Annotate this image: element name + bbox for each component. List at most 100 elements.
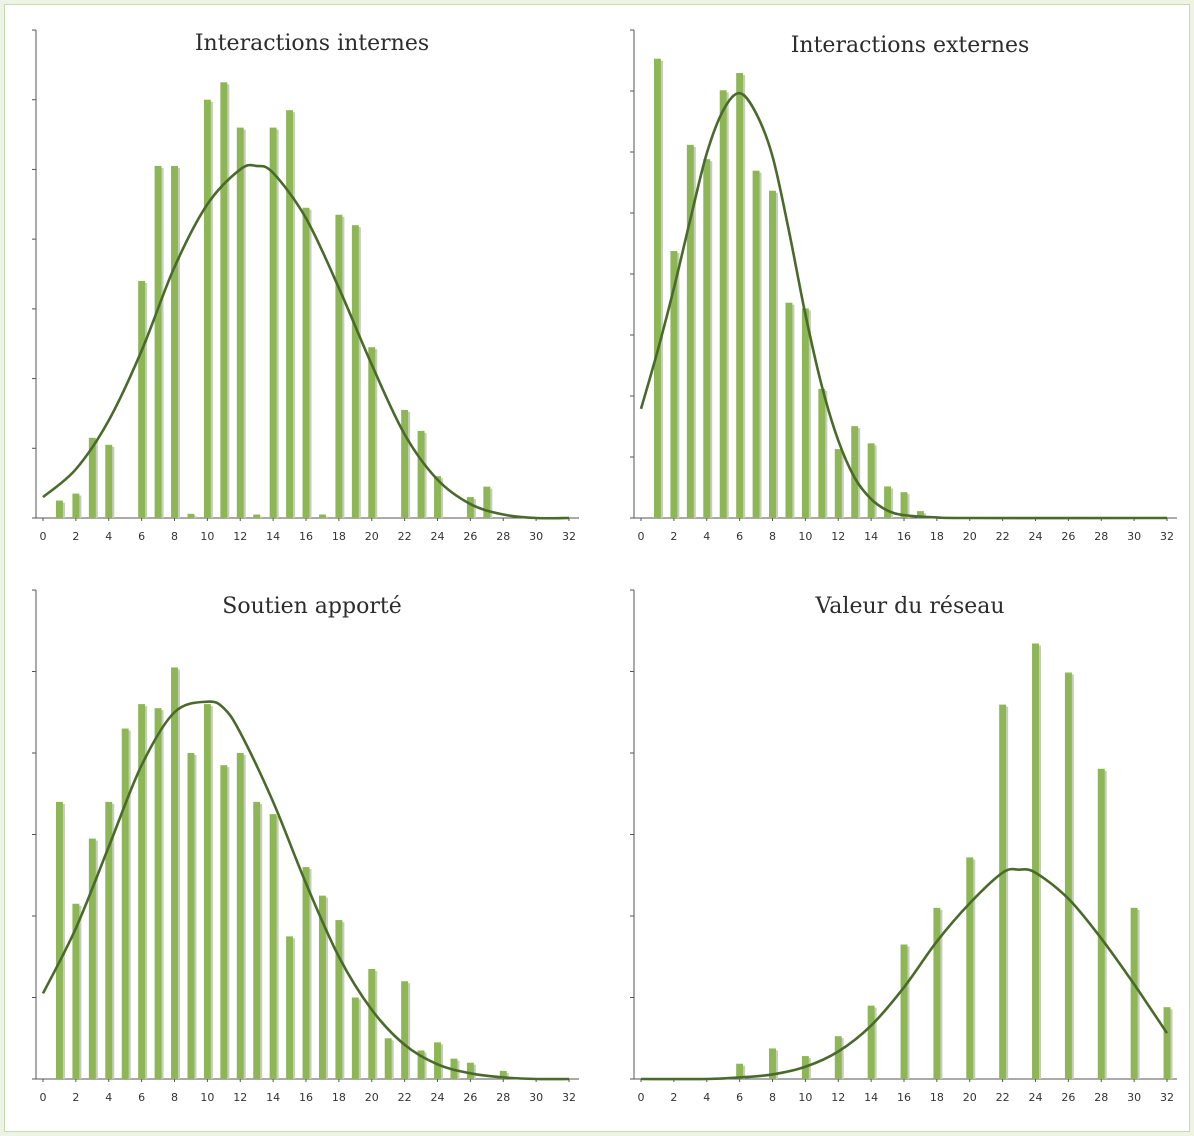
x-tick-label: 10 xyxy=(798,530,812,543)
x-tick-label: 16 xyxy=(299,530,313,543)
x-tick-label: 28 xyxy=(1094,530,1108,543)
bar xyxy=(236,753,244,1079)
x-tick-label: 20 xyxy=(365,530,379,543)
x-tick-label: 14 xyxy=(864,1091,878,1104)
bar xyxy=(269,127,277,518)
x-tick-label: 30 xyxy=(1127,530,1141,543)
x-tick-label: 32 xyxy=(562,530,576,543)
bar xyxy=(867,1005,875,1079)
bar xyxy=(401,409,409,518)
x-tick-label: 22 xyxy=(996,1091,1010,1104)
x-tick-label: 14 xyxy=(864,530,878,543)
chart-1: 0 2 4 6 8 10 12 14 16 18 20 22 24 26 28 30 32Interaction… xyxy=(32,29,579,543)
x-tick-label: 8 xyxy=(171,1091,178,1104)
x-tick-label: 10 xyxy=(200,530,214,543)
x-tick-label: 18 xyxy=(332,530,346,543)
x-tick-label: 12 xyxy=(831,530,845,543)
x-tick-label: 22 xyxy=(398,530,412,543)
bar xyxy=(335,920,343,1079)
x-tick-label: 0 xyxy=(40,1091,47,1104)
x-tick-label: 26 xyxy=(1061,530,1075,543)
bar xyxy=(916,511,924,518)
bar xyxy=(867,443,875,518)
bar xyxy=(384,1038,392,1079)
x-tick-label: 0 xyxy=(40,530,47,543)
bar xyxy=(269,814,277,1079)
chart-title: Interactions externes xyxy=(791,33,1030,58)
x-tick-label: 30 xyxy=(529,1091,543,1104)
bar xyxy=(105,444,113,518)
x-tick-label: 8 xyxy=(769,530,776,543)
bar xyxy=(884,486,892,518)
fit-curve xyxy=(41,700,570,1081)
bar xyxy=(1130,907,1138,1079)
x-tick-label: 8 xyxy=(769,1091,776,1104)
x-tick-label: 18 xyxy=(930,530,944,543)
bar xyxy=(88,437,96,518)
bar xyxy=(318,895,326,1079)
x-tick-label: 20 xyxy=(963,1091,977,1104)
x-tick-label: 18 xyxy=(930,1091,944,1104)
x-tick-label: 12 xyxy=(233,1091,247,1104)
bar xyxy=(154,708,162,1079)
x-tick-label: 4 xyxy=(703,530,710,543)
x-tick-label: 16 xyxy=(897,530,911,543)
bar xyxy=(401,981,409,1079)
bar xyxy=(286,936,294,1079)
bar xyxy=(966,857,974,1079)
bar xyxy=(236,127,244,518)
x-tick-label: 12 xyxy=(831,1091,845,1104)
bar xyxy=(653,58,661,519)
bar xyxy=(736,1063,744,1079)
x-tick-label: 28 xyxy=(496,530,510,543)
x-tick-label: 6 xyxy=(138,1091,145,1104)
charts-frame xyxy=(4,4,1190,1132)
chart-2: 0 2 4 6 8 10 12 14 16 18 20 22 24 26 28 30 32Interaction… xyxy=(630,29,1177,543)
bar xyxy=(466,1062,474,1079)
x-tick-label: 4 xyxy=(105,1091,112,1104)
x-tick-label: 24 xyxy=(431,530,445,543)
bar xyxy=(434,1042,441,1079)
x-tick-label: 22 xyxy=(996,530,1010,543)
bar xyxy=(686,144,694,518)
bar xyxy=(417,1050,425,1079)
x-tick-label: 12 xyxy=(233,530,247,543)
x-tick-label: 26 xyxy=(1061,1091,1075,1104)
bar xyxy=(302,867,310,1079)
bar xyxy=(483,486,491,518)
bar xyxy=(417,430,425,518)
x-tick-label: 6 xyxy=(736,530,743,543)
bar xyxy=(105,801,113,1079)
bar xyxy=(220,765,228,1079)
bar xyxy=(785,302,793,518)
x-tick-label: 28 xyxy=(1094,1091,1108,1104)
bar xyxy=(121,728,129,1079)
bar xyxy=(253,801,261,1079)
bar xyxy=(72,493,80,518)
bar xyxy=(171,667,178,1079)
x-tick-label: 10 xyxy=(798,1091,812,1104)
bar xyxy=(253,514,261,518)
bar xyxy=(55,801,63,1079)
bar xyxy=(203,704,211,1079)
bar xyxy=(999,704,1007,1079)
x-tick-label: 16 xyxy=(897,1091,911,1104)
bar xyxy=(851,426,859,518)
fit-curve xyxy=(639,91,1168,520)
bar xyxy=(187,753,195,1079)
x-tick-label: 6 xyxy=(736,1091,743,1104)
x-tick-label: 14 xyxy=(266,530,280,543)
bar xyxy=(351,225,359,518)
bar xyxy=(1097,768,1105,1079)
bar xyxy=(368,968,376,1079)
x-tick-label: 0 xyxy=(638,530,645,543)
x-tick-label: 4 xyxy=(105,530,112,543)
bar xyxy=(138,280,146,518)
bar xyxy=(670,251,678,519)
bar xyxy=(499,1070,507,1079)
x-tick-label: 28 xyxy=(496,1091,510,1104)
x-tick-label: 2 xyxy=(72,1091,79,1104)
bar xyxy=(72,903,80,1079)
bar xyxy=(752,170,760,519)
